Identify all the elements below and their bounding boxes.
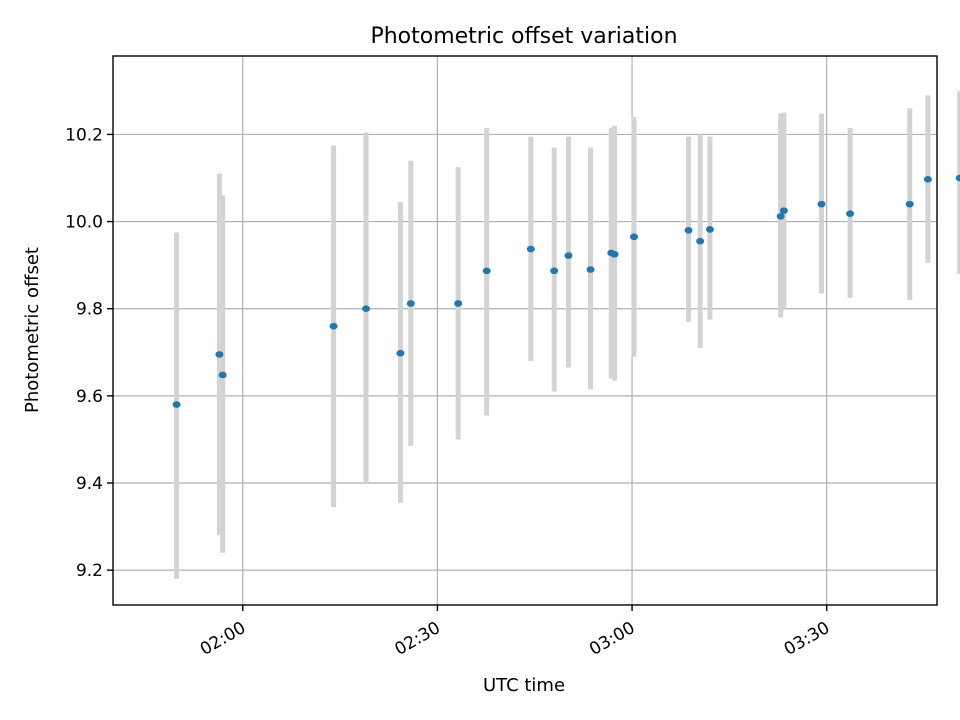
data-point bbox=[526, 245, 535, 253]
x-tick-label: 03:00 bbox=[586, 618, 638, 660]
data-point bbox=[696, 237, 705, 245]
data-point bbox=[215, 351, 224, 358]
data-point bbox=[172, 401, 181, 408]
data-point bbox=[779, 207, 788, 214]
data-point bbox=[362, 305, 371, 313]
x-tick-label: 02:30 bbox=[391, 618, 443, 660]
chart-title: Photometric offset variation bbox=[370, 24, 677, 49]
data-point bbox=[218, 371, 227, 379]
data-point bbox=[482, 267, 491, 275]
y-tick-label: 9.2 bbox=[76, 561, 103, 581]
y-tick-label: 10.0 bbox=[65, 213, 103, 233]
data-point bbox=[329, 322, 338, 330]
data-point bbox=[454, 300, 463, 307]
data-point bbox=[586, 266, 595, 273]
plot-frame bbox=[112, 55, 938, 606]
data-point bbox=[550, 267, 559, 275]
data-point bbox=[610, 250, 619, 258]
data-point bbox=[705, 226, 714, 233]
data-point bbox=[630, 233, 639, 241]
data-point bbox=[817, 200, 826, 208]
data-point bbox=[684, 226, 693, 234]
y-tick-label: 9.4 bbox=[76, 474, 103, 494]
x-tick-label: 02:00 bbox=[197, 618, 249, 660]
y-axis-label: Photometric offset bbox=[22, 247, 43, 413]
data-point bbox=[905, 200, 914, 208]
error-bars bbox=[174, 90, 960, 579]
x-axis-label: UTC time bbox=[483, 675, 565, 696]
data-point bbox=[564, 252, 573, 259]
data-point bbox=[406, 300, 415, 307]
y-tick-label: 9.6 bbox=[76, 387, 103, 407]
y-tick-label: 9.8 bbox=[76, 300, 103, 320]
data-point bbox=[776, 213, 785, 220]
grid-lines bbox=[113, 56, 937, 605]
data-points bbox=[172, 174, 960, 408]
data-point bbox=[955, 174, 960, 182]
y-axis-ticks: 9.2 9.4 9.6 9.8 10.0 10.2 bbox=[65, 125, 113, 581]
y-tick-label: 10.2 bbox=[65, 125, 103, 145]
data-point bbox=[396, 349, 405, 357]
x-tick-label: 03:30 bbox=[781, 618, 833, 660]
data-point bbox=[846, 210, 855, 218]
data-point bbox=[923, 176, 932, 183]
